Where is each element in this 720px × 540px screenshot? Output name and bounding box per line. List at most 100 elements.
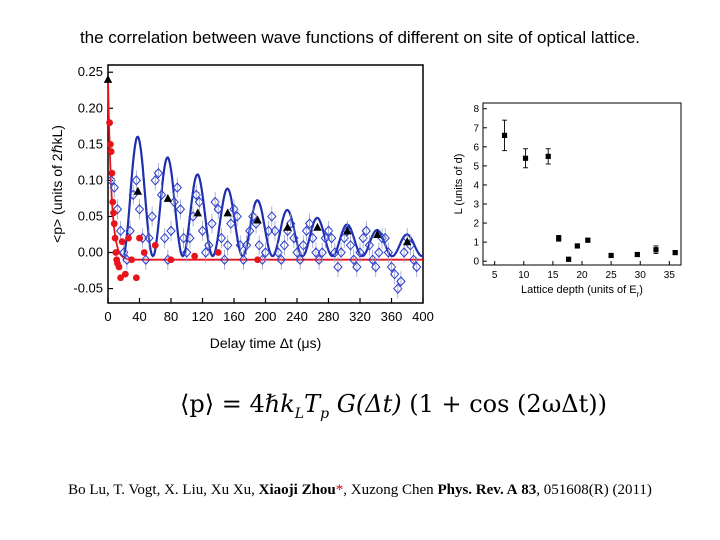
blue-diamond-point: [112, 203, 123, 215]
inset-y-axis-label: L (units of d): [453, 154, 465, 215]
black-triangle-point: [373, 229, 382, 238]
blue-diamond-point: [301, 225, 312, 237]
blue-diamond-point: [383, 247, 394, 258]
blue-diamond-point: [298, 240, 308, 251]
inset-square-point: [634, 251, 640, 258]
blue-diamond-point: [223, 240, 233, 251]
x-tick-label: 80: [164, 309, 178, 324]
blue-diamond-point: [371, 261, 381, 273]
blue-diamond-point: [267, 211, 277, 222]
citation-volume: 83: [521, 482, 537, 498]
inset-y-tick-label: 8: [473, 104, 479, 115]
blue-diamond-point: [210, 196, 220, 208]
red-circle-point: [128, 256, 136, 264]
citation-star: *: [335, 482, 344, 498]
citation-coauthor: , Xuzong Chen: [343, 482, 434, 498]
blue-diamond-point: [304, 218, 315, 229]
inset-y-tick-label: 1: [473, 238, 479, 249]
inset-y-tick-label: 2: [473, 219, 479, 230]
x-tick-label: 400: [412, 309, 434, 324]
y-tick-label: 0.15: [78, 136, 103, 151]
black-triangle-point: [103, 74, 113, 83]
red-circle-point: [136, 234, 143, 242]
blue-diamond-point: [245, 225, 255, 237]
formula-tail: (1 + cos (2ωΔt)): [409, 390, 607, 418]
inset-y-tick-label: 4: [473, 180, 479, 191]
blue-diamond-point: [172, 182, 182, 193]
blue-diamond-point: [238, 254, 249, 265]
inset-x-tick-label: 5: [492, 270, 498, 281]
inset-x-axis-label: Lattice depth (units of Er): [521, 284, 643, 299]
blue-diamond-point: [380, 232, 390, 244]
red-circle-point: [108, 169, 116, 177]
blue-diamond-point: [156, 189, 167, 201]
blue-diamond-point: [153, 167, 164, 179]
inset-square-point: [574, 243, 580, 249]
blue-diamond-point: [317, 247, 327, 258]
blue-diamond-point: [295, 254, 305, 265]
black-triangle-point: [253, 215, 262, 224]
blue-diamond-point: [408, 254, 419, 265]
inset-x-tick-label: 30: [635, 270, 647, 281]
inset-y-tick-label: 7: [473, 123, 479, 134]
inset-y-tick-label: 3: [473, 200, 479, 211]
blue-diamond-point: [361, 225, 371, 237]
blue-diamond-point: [367, 254, 378, 265]
blue-diamond-point: [241, 240, 252, 251]
citation-journal: Phys. Rev. A: [437, 482, 518, 498]
red-circle-point: [115, 263, 123, 271]
blue-diamond-point: [292, 247, 302, 258]
blue-diamond-point: [219, 254, 230, 265]
y-tick-label: -0.05: [73, 281, 103, 296]
blue-diamond-point: [194, 196, 205, 208]
blue-diamond-point: [191, 189, 201, 201]
blue-diamond-point: [358, 232, 368, 244]
inset-y-tick-label: 0: [473, 257, 479, 268]
x-axis-label: Delay time Δt (μs): [210, 335, 322, 351]
blue-diamond-point: [115, 225, 126, 237]
blue-diamond-point: [389, 268, 400, 280]
inset-x-axis-label-sub: r: [637, 290, 640, 299]
blue-diamond-point: [207, 218, 217, 229]
blue-diamond-point: [352, 261, 362, 273]
black-triangle-point: [313, 222, 322, 231]
blue-diamond-point: [336, 247, 346, 258]
inset-square-point: [566, 256, 572, 262]
black-triangle-point: [403, 237, 412, 246]
blue-diamond-point: [399, 247, 409, 258]
blue-diamond-point: [185, 232, 195, 244]
blue-diamond-point: [106, 175, 116, 186]
blue-diamond-point: [131, 175, 142, 186]
black-triangle-point: [223, 208, 232, 217]
black-triangle-point: [193, 208, 202, 217]
red-circle-point: [121, 270, 129, 278]
red-circle-point: [109, 198, 117, 206]
inset-square-point: [556, 235, 562, 241]
formula-coef: 4: [249, 390, 265, 418]
blue-diamond-point: [286, 218, 296, 229]
red-circle-point: [254, 256, 262, 264]
x-tick-label: 160: [223, 309, 245, 324]
blue-diamond-point: [260, 247, 271, 258]
blue-diamond-point: [109, 182, 119, 193]
blue-diamond-point: [119, 247, 129, 258]
red-circle-point: [140, 249, 148, 256]
blue-diamond-point: [216, 232, 227, 244]
red-circle-point: [110, 209, 117, 217]
blue-diamond-point: [349, 254, 359, 265]
x-tick-label: 40: [132, 309, 146, 324]
red-circle-point: [191, 252, 199, 260]
blue-diamond-point: [178, 232, 189, 244]
blue-diamond-point: [276, 254, 286, 265]
red-circle-point: [214, 249, 222, 256]
red-circle-point: [132, 274, 140, 282]
red-circle-point: [111, 234, 119, 242]
blue-diamond-point: [355, 247, 365, 258]
blue-diamond-point: [393, 283, 403, 294]
inset-x-tick-label: 10: [518, 270, 530, 281]
blue-diamond-point: [342, 225, 353, 237]
blue-diamond-point: [345, 240, 356, 251]
blue-diamond-point: [134, 203, 145, 215]
x-tick-label: 320: [349, 309, 371, 324]
blue-diamond-point: [311, 247, 321, 258]
